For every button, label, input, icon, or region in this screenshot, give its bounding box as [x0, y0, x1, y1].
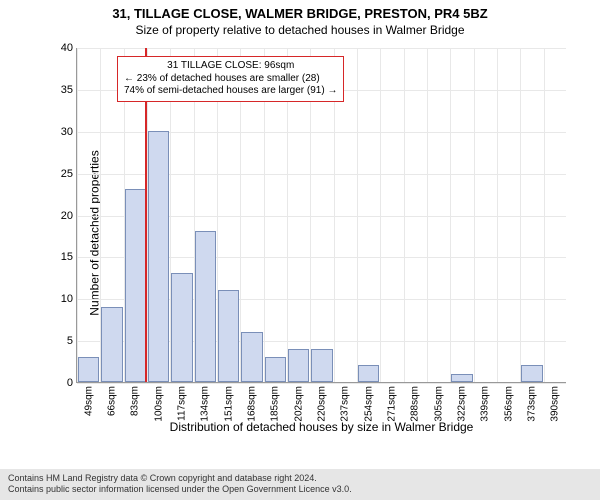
x-tick-label: 390sqm — [550, 386, 561, 422]
footer-line: Contains public sector information licen… — [8, 484, 592, 496]
gridline-v — [520, 48, 521, 382]
x-tick-label: 322sqm — [457, 386, 468, 422]
y-tick-label: 5 — [67, 335, 73, 347]
histogram-bar — [171, 273, 192, 382]
y-tick-label: 20 — [61, 210, 73, 222]
gridline-v — [380, 48, 381, 382]
x-tick-label: 202sqm — [293, 386, 304, 422]
y-tick-label: 35 — [61, 84, 73, 96]
x-tick-label: 134sqm — [200, 386, 211, 422]
histogram-bar — [101, 307, 122, 382]
x-tick-label: 83sqm — [130, 386, 141, 416]
annotation-line: ← 23% of detached houses are smaller (28… — [124, 73, 337, 86]
x-tick-label: 151sqm — [223, 386, 234, 422]
gridline-v — [427, 48, 428, 382]
x-tick-label: 254sqm — [363, 386, 374, 422]
gridline-v — [474, 48, 475, 382]
x-tick-label: 100sqm — [153, 386, 164, 422]
histogram-bar — [218, 290, 239, 382]
gridline-v — [404, 48, 405, 382]
gridline-v — [357, 48, 358, 382]
x-tick-label: 271sqm — [387, 386, 398, 422]
annotation-line: 74% of semi-detached houses are larger (… — [124, 85, 337, 98]
histogram-bar — [125, 189, 146, 382]
footer: Contains HM Land Registry data © Crown c… — [0, 469, 600, 500]
x-tick-label: 288sqm — [410, 386, 421, 422]
chart-title-sub: Size of property relative to detached ho… — [0, 21, 600, 37]
gridline-h — [77, 48, 566, 49]
plot-area: Distribution of detached houses by size … — [76, 48, 566, 383]
chart-container: Number of detached properties Distributi… — [48, 48, 578, 418]
gridline-v — [544, 48, 545, 382]
annotation-box: 31 TILLAGE CLOSE: 96sqm ← 23% of detache… — [117, 56, 344, 102]
y-tick-label: 0 — [67, 377, 73, 389]
y-tick-label: 10 — [61, 293, 73, 305]
x-tick-label: 339sqm — [480, 386, 491, 422]
footer-line: Contains HM Land Registry data © Crown c… — [8, 473, 592, 485]
histogram-bar — [358, 365, 379, 382]
x-tick-label: 356sqm — [503, 386, 514, 422]
histogram-bar — [265, 357, 286, 382]
y-tick-label: 40 — [61, 42, 73, 54]
histogram-bar — [148, 131, 169, 382]
histogram-bar — [195, 231, 216, 382]
histogram-bar — [241, 332, 262, 382]
x-tick-label: 168sqm — [247, 386, 258, 422]
histogram-bar — [311, 349, 332, 383]
gridline-v — [77, 48, 78, 382]
x-axis-label: Distribution of detached houses by size … — [170, 420, 474, 434]
histogram-bar — [451, 374, 472, 382]
y-tick-label: 15 — [61, 251, 73, 263]
x-tick-label: 49sqm — [83, 386, 94, 416]
gridline-h — [77, 383, 566, 384]
annotation-line: 31 TILLAGE CLOSE: 96sqm — [124, 60, 337, 73]
x-tick-label: 66sqm — [107, 386, 118, 416]
x-tick-label: 305sqm — [433, 386, 444, 422]
x-tick-label: 373sqm — [527, 386, 538, 422]
histogram-bar — [78, 357, 99, 382]
x-tick-label: 185sqm — [270, 386, 281, 422]
y-tick-label: 30 — [61, 126, 73, 138]
histogram-bar — [521, 365, 542, 382]
y-tick-label: 25 — [61, 168, 73, 180]
x-tick-label: 117sqm — [177, 386, 188, 421]
chart-title-main: 31, TILLAGE CLOSE, WALMER BRIDGE, PRESTO… — [0, 0, 600, 21]
gridline-v — [497, 48, 498, 382]
x-tick-label: 237sqm — [340, 386, 351, 422]
histogram-bar — [288, 349, 309, 383]
x-tick-label: 220sqm — [317, 386, 328, 422]
gridline-v — [450, 48, 451, 382]
